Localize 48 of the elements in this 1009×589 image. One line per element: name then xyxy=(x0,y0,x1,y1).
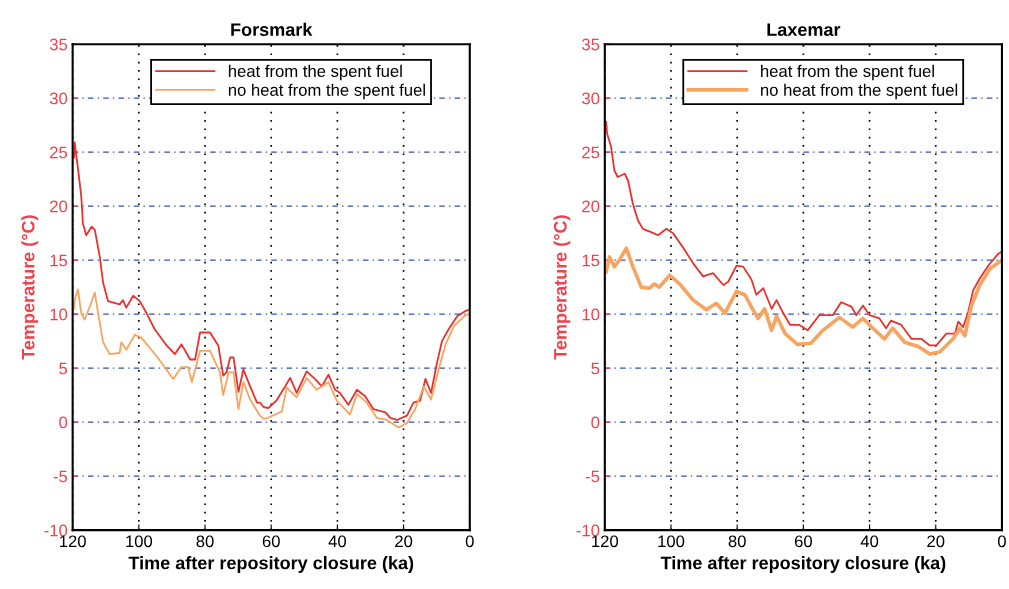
x-tick-label: 20 xyxy=(395,535,413,548)
x-tick-label: 120 xyxy=(592,535,619,548)
legend-label: no heat from the spent fuel xyxy=(761,83,958,100)
y-tick-label: -10 xyxy=(44,524,68,537)
line-series xyxy=(73,141,470,421)
x-axis-title: Time after repository closure (ka) xyxy=(660,556,946,573)
x-tick-label: 120 xyxy=(60,535,86,548)
x-tick-label: 40 xyxy=(860,535,879,548)
legend-label: heat from the spent fuel xyxy=(761,64,934,81)
x-tick-label: 100 xyxy=(126,535,153,548)
y-tick-label: 25 xyxy=(582,146,600,159)
y-tick-label: 5 xyxy=(591,362,600,375)
y-tick-label: 15 xyxy=(50,254,68,267)
x-tick-label: 60 xyxy=(262,535,280,548)
x-tick-label: 40 xyxy=(328,535,347,548)
line-series xyxy=(605,121,1002,347)
x-axis-title: Time after repository closure (ka) xyxy=(128,556,414,573)
y-tick-label: 30 xyxy=(582,92,600,105)
line-series xyxy=(73,288,470,429)
y-tick-label: 20 xyxy=(582,200,600,213)
y-tick-label: 20 xyxy=(50,200,68,213)
legend-label: no heat from the spent fuel xyxy=(228,83,425,100)
y-axis-title: Temperature (°C) xyxy=(21,215,39,360)
y-tick-label: 25 xyxy=(50,146,68,159)
y-tick-label: 10 xyxy=(50,308,68,321)
x-tick-label: 0 xyxy=(997,535,1006,548)
y-tick-label: 5 xyxy=(59,362,68,375)
y-tick-label: -5 xyxy=(585,470,600,483)
y-tick-label: 30 xyxy=(49,92,68,105)
y-tick-label: -5 xyxy=(53,470,68,483)
y-tick-label: 10 xyxy=(582,308,600,321)
x-tick-label: 80 xyxy=(728,535,746,548)
y-tick-label: 15 xyxy=(582,254,600,267)
chart-title: Laxemar xyxy=(767,23,841,37)
y-tick-label: 0 xyxy=(591,416,600,429)
x-tick-label: 100 xyxy=(658,535,685,548)
y-tick-label: -10 xyxy=(576,524,600,537)
y-tick-label: 35 xyxy=(49,38,68,51)
chart-title: Forsmark xyxy=(231,22,313,37)
x-tick-label: 20 xyxy=(927,535,945,548)
line-series xyxy=(604,246,1002,356)
y-tick-label: 35 xyxy=(582,38,600,51)
x-tick-label: 80 xyxy=(196,535,214,548)
y-tick-label: 0 xyxy=(59,416,68,429)
x-tick-label: 0 xyxy=(465,535,474,548)
legend-label: heat from the spent fuel xyxy=(228,64,402,81)
x-tick-label: 60 xyxy=(794,535,812,548)
y-axis-title: Temperature (°C) xyxy=(553,215,571,360)
